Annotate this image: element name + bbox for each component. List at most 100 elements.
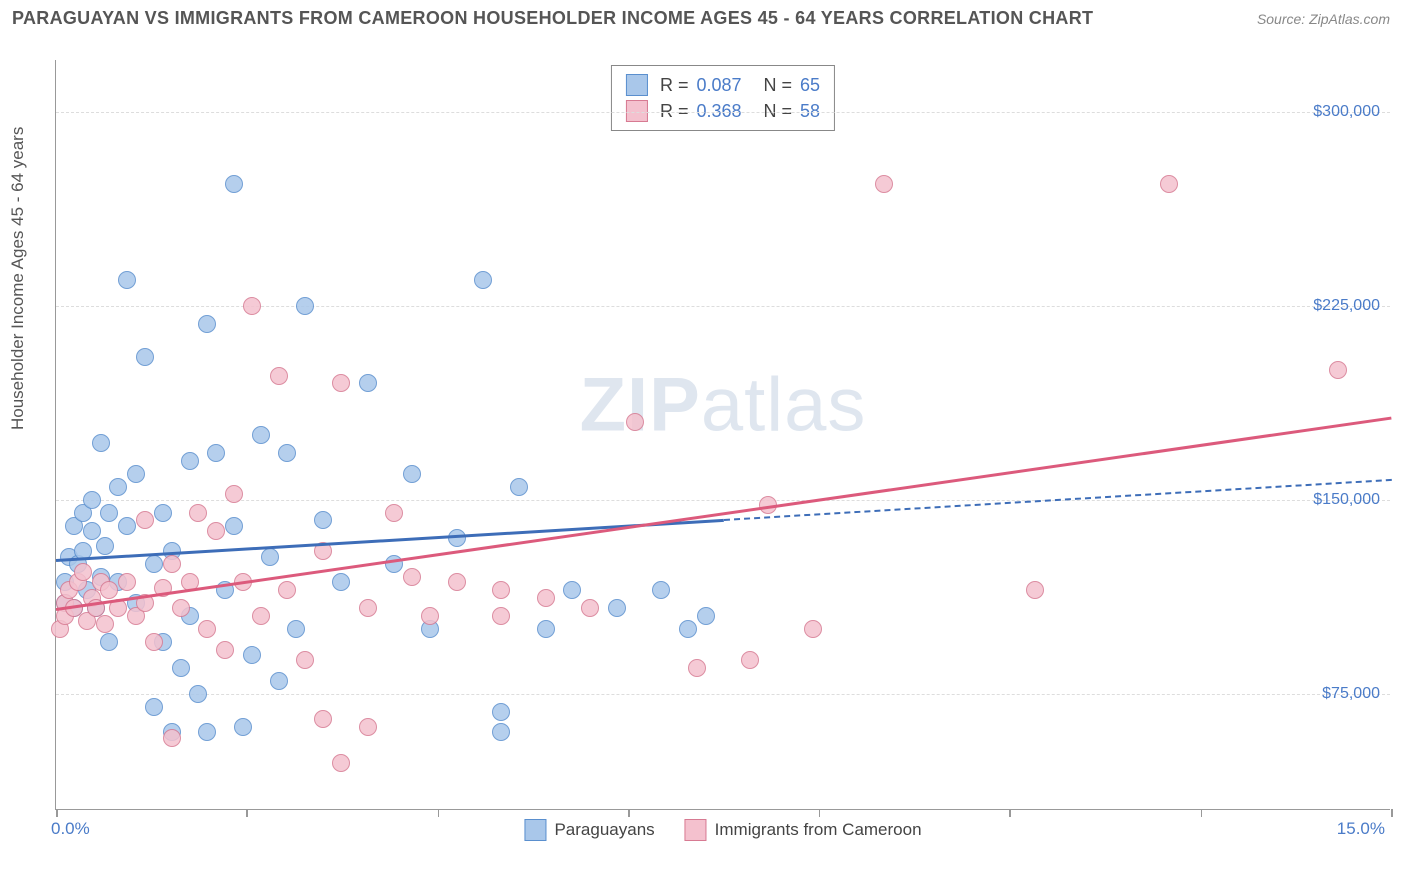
x-tick bbox=[819, 809, 821, 817]
data-point-paraguayans bbox=[403, 465, 421, 483]
data-point-cameroon bbox=[198, 620, 216, 638]
data-point-paraguayans bbox=[510, 478, 528, 496]
data-point-cameroon bbox=[385, 504, 403, 522]
data-point-cameroon bbox=[626, 413, 644, 431]
x-tick bbox=[246, 809, 248, 817]
data-point-paraguayans bbox=[145, 555, 163, 573]
data-point-paraguayans bbox=[118, 517, 136, 535]
trend-line bbox=[56, 417, 1391, 611]
stats-row-paraguayans: R = 0.087 N = 65 bbox=[626, 72, 820, 98]
data-point-cameroon bbox=[1026, 581, 1044, 599]
data-point-cameroon bbox=[225, 485, 243, 503]
data-point-paraguayans bbox=[96, 537, 114, 555]
legend-label-1: Paraguayans bbox=[554, 820, 654, 840]
data-point-cameroon bbox=[270, 367, 288, 385]
data-point-cameroon bbox=[243, 297, 261, 315]
data-point-cameroon bbox=[875, 175, 893, 193]
data-point-cameroon bbox=[332, 374, 350, 392]
data-point-paraguayans bbox=[118, 271, 136, 289]
data-point-cameroon bbox=[145, 633, 163, 651]
y-tick-label: $300,000 bbox=[1313, 103, 1380, 121]
data-point-paraguayans bbox=[296, 297, 314, 315]
stats-legend: R = 0.087 N = 65 R = 0.368 N = 58 bbox=[611, 65, 835, 131]
data-point-paraguayans bbox=[243, 646, 261, 664]
data-point-cameroon bbox=[172, 599, 190, 617]
data-point-paraguayans bbox=[181, 452, 199, 470]
x-tick bbox=[1201, 809, 1203, 817]
data-point-cameroon bbox=[359, 718, 377, 736]
data-point-paraguayans bbox=[127, 465, 145, 483]
data-point-paraguayans bbox=[492, 703, 510, 721]
x-tick bbox=[438, 809, 440, 817]
data-point-paraguayans bbox=[261, 548, 279, 566]
legend-item-paraguayans: Paraguayans bbox=[524, 819, 654, 841]
data-point-cameroon bbox=[163, 729, 181, 747]
data-point-cameroon bbox=[804, 620, 822, 638]
n-label: N = bbox=[764, 75, 793, 96]
data-point-cameroon bbox=[296, 651, 314, 669]
r-label: R = bbox=[660, 75, 689, 96]
watermark: ZIPatlas bbox=[580, 361, 867, 448]
y-axis-title: Householder Income Ages 45 - 64 years bbox=[8, 127, 28, 430]
y-tick-label: $225,000 bbox=[1313, 297, 1380, 315]
data-point-cameroon bbox=[448, 573, 466, 591]
data-point-paraguayans bbox=[474, 271, 492, 289]
chart-plot-area: ZIPatlas R = 0.087 N = 65 R = 0.368 N = … bbox=[55, 60, 1390, 810]
data-point-paraguayans bbox=[314, 511, 332, 529]
data-point-cameroon bbox=[252, 607, 270, 625]
x-tick bbox=[1391, 809, 1393, 817]
data-point-paraguayans bbox=[83, 522, 101, 540]
data-point-cameroon bbox=[314, 710, 332, 728]
data-point-cameroon bbox=[1160, 175, 1178, 193]
chart-source: Source: ZipAtlas.com bbox=[1257, 11, 1390, 27]
swatch-icon bbox=[685, 819, 707, 841]
data-point-cameroon bbox=[216, 641, 234, 659]
x-tick bbox=[628, 809, 630, 817]
data-point-cameroon bbox=[741, 651, 759, 669]
data-point-cameroon bbox=[1329, 361, 1347, 379]
data-point-paraguayans bbox=[189, 685, 207, 703]
x-tick bbox=[1009, 809, 1011, 817]
data-point-paraguayans bbox=[679, 620, 697, 638]
data-point-cameroon bbox=[537, 589, 555, 607]
data-point-paraguayans bbox=[448, 529, 466, 547]
data-point-paraguayans bbox=[252, 426, 270, 444]
data-point-paraguayans bbox=[563, 581, 581, 599]
data-point-paraguayans bbox=[207, 444, 225, 462]
gridline bbox=[56, 694, 1390, 695]
data-point-paraguayans bbox=[225, 175, 243, 193]
data-point-paraguayans bbox=[109, 478, 127, 496]
data-point-paraguayans bbox=[100, 633, 118, 651]
data-point-cameroon bbox=[207, 522, 225, 540]
data-point-cameroon bbox=[581, 599, 599, 617]
data-point-paraguayans bbox=[154, 504, 172, 522]
data-point-paraguayans bbox=[198, 315, 216, 333]
data-point-paraguayans bbox=[652, 581, 670, 599]
data-point-paraguayans bbox=[359, 374, 377, 392]
data-point-cameroon bbox=[278, 581, 296, 599]
data-point-paraguayans bbox=[136, 348, 154, 366]
data-point-paraguayans bbox=[697, 607, 715, 625]
data-point-cameroon bbox=[421, 607, 439, 625]
data-point-paraguayans bbox=[145, 698, 163, 716]
n-value-1: 65 bbox=[800, 75, 820, 96]
gridline bbox=[56, 112, 1390, 113]
data-point-cameroon bbox=[74, 563, 92, 581]
data-point-paraguayans bbox=[287, 620, 305, 638]
data-point-paraguayans bbox=[100, 504, 118, 522]
data-point-cameroon bbox=[492, 607, 510, 625]
data-point-paraguayans bbox=[234, 718, 252, 736]
x-axis-max-label: 15.0% bbox=[1337, 819, 1385, 839]
swatch-icon bbox=[524, 819, 546, 841]
data-point-cameroon bbox=[118, 573, 136, 591]
chart-title: PARAGUAYAN VS IMMIGRANTS FROM CAMEROON H… bbox=[12, 8, 1093, 29]
y-tick-label: $75,000 bbox=[1322, 685, 1380, 703]
data-point-cameroon bbox=[163, 555, 181, 573]
x-axis-min-label: 0.0% bbox=[51, 819, 90, 839]
swatch-paraguayans bbox=[626, 74, 648, 96]
data-point-paraguayans bbox=[270, 672, 288, 690]
r-value-1: 0.087 bbox=[696, 75, 741, 96]
data-point-paraguayans bbox=[83, 491, 101, 509]
data-point-cameroon bbox=[96, 615, 114, 633]
data-point-paraguayans bbox=[198, 723, 216, 741]
